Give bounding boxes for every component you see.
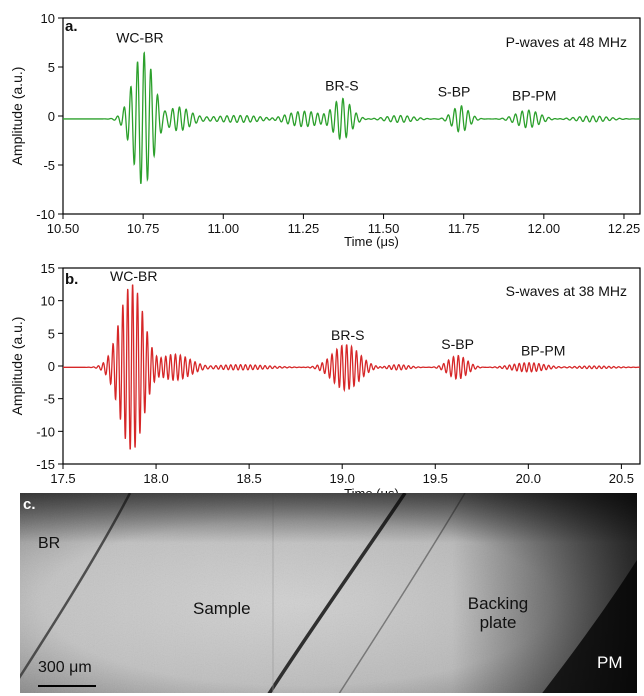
y-tick-label: 10 — [41, 294, 55, 309]
x-tick-label: 19.5 — [423, 471, 448, 486]
panel-b-letter: b. — [65, 271, 78, 288]
echo-annotation: S-BP — [438, 83, 471, 99]
y-axis-label: Amplitude (a.u.) — [9, 67, 25, 166]
waveform-line — [63, 51, 640, 184]
y-tick-label: 15 — [41, 261, 55, 276]
waveform-line — [63, 284, 641, 450]
x-tick-label: 11.50 — [368, 221, 400, 236]
echo-annotation: S-BP — [441, 336, 474, 352]
x-axis-label: Time (μs) — [344, 234, 399, 249]
label-sample: Sample — [193, 599, 251, 618]
scale-bar-label: 300 μm — [38, 659, 92, 676]
label-br: BR — [38, 535, 60, 552]
panel-a-axes: 10.50 10.75 11.00 11.25 11.50 11.75 12.00 12.25… — [9, 11, 641, 249]
label-pm: PM — [597, 653, 623, 672]
panel-b-s-waves: 17.5 18.0 18.5 19.0 19.5 20.0 20.5 15 10 5 0 -5 -10 -… — [9, 261, 641, 501]
y-tick-label: -15 — [36, 457, 55, 472]
x-tick-label: 20.0 — [516, 471, 541, 486]
echo-annotation: BP-PM — [521, 343, 565, 359]
x-tick-label: 11.75 — [448, 221, 480, 236]
y-tick-label: -5 — [43, 158, 55, 173]
x-tick-label: 11.00 — [207, 221, 239, 236]
x-tick-label: 20.5 — [609, 471, 634, 486]
echo-annotation: WC-BR — [110, 268, 157, 284]
label-plate: plate — [480, 613, 517, 632]
x-tick-label: 12.00 — [528, 221, 561, 236]
panel-c-letter: c. — [23, 496, 36, 513]
y-tick-label: 5 — [48, 60, 55, 75]
label-backing: Backing — [468, 594, 528, 613]
y-tick-label: -10 — [36, 424, 55, 439]
x-tick-label: 17.5 — [50, 471, 75, 486]
micrograph-top-shading — [20, 493, 637, 693]
echo-annotation: WC-BR — [116, 30, 163, 46]
y-tick-label: 0 — [48, 109, 55, 124]
panel-a-annotations: WC-BR BR-S S-BP BP-PM — [116, 30, 556, 104]
x-tick-label: 18.0 — [143, 471, 168, 486]
panel-a-letter: a. — [65, 18, 78, 35]
x-tick-label: 11.25 — [288, 221, 320, 236]
echo-annotation: BR-S — [331, 327, 364, 343]
panel-b-caption: S-waves at 38 MHz — [506, 283, 627, 299]
echo-annotation: BR-S — [325, 78, 358, 94]
y-tick-label: 5 — [48, 326, 55, 341]
x-tick-label: 10.50 — [47, 221, 80, 236]
y-tick-label: -10 — [36, 207, 55, 222]
y-axis-label: Amplitude (a.u.) — [9, 317, 25, 416]
x-tick-label: 12.25 — [608, 221, 641, 236]
panel-b-annotations: WC-BR BR-S S-BP BP-PM — [110, 268, 565, 358]
echo-annotation: BP-PM — [512, 87, 556, 103]
x-tick-label: 18.5 — [236, 471, 261, 486]
y-tick-label: 0 — [48, 359, 55, 374]
panel-c-micrograph: c. BR Sample Backing plate PM 300 μm — [20, 493, 637, 693]
x-tick-label: 10.75 — [127, 221, 160, 236]
panel-a-caption: P-waves at 48 MHz — [506, 34, 627, 50]
panel-a-p-waves: 10.50 10.75 11.00 11.25 11.50 11.75 12.00 12.25… — [9, 11, 641, 249]
y-tick-label: -5 — [43, 392, 55, 407]
y-tick-label: 10 — [41, 11, 55, 26]
x-tick-label: 19.0 — [330, 471, 355, 486]
